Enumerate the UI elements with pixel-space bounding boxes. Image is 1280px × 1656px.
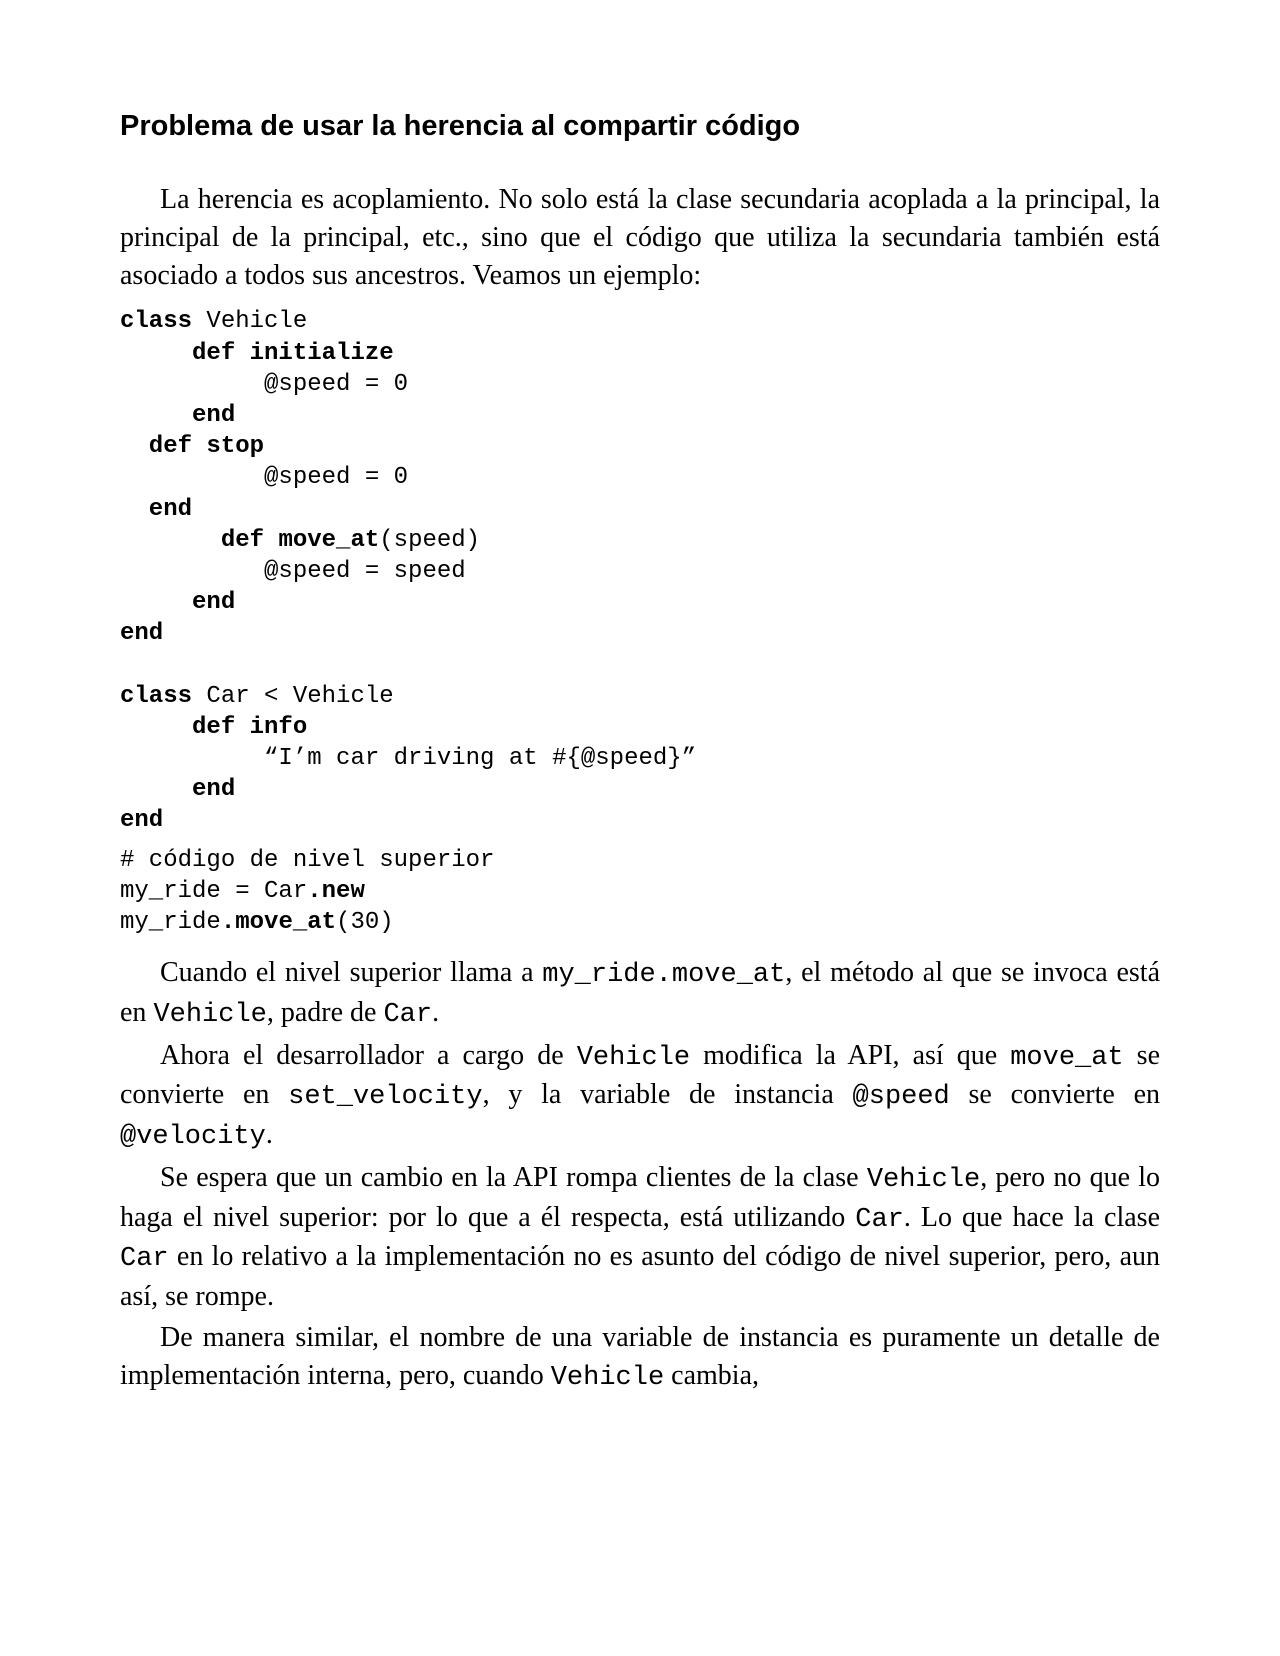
paragraph-4: Se espera que un cambio en la API rompa … <box>120 1159 1160 1315</box>
intro-paragraph: La herencia es acoplamiento. No solo est… <box>120 181 1160 294</box>
code-example-2: # código de nivel superior my_ride = Car… <box>120 845 1160 939</box>
code-example: class Vehicle def initialize @speed = 0 … <box>120 306 1160 836</box>
paragraph-3: Ahora el desarrollador a cargo de Vehicl… <box>120 1037 1160 1155</box>
paragraph-5: De manera similar, el nombre de una vari… <box>120 1319 1160 1396</box>
paragraph-2: Cuando el nivel superior llama a my_ride… <box>120 954 1160 1033</box>
section-title: Problema de usar la herencia al comparti… <box>120 110 1160 143</box>
